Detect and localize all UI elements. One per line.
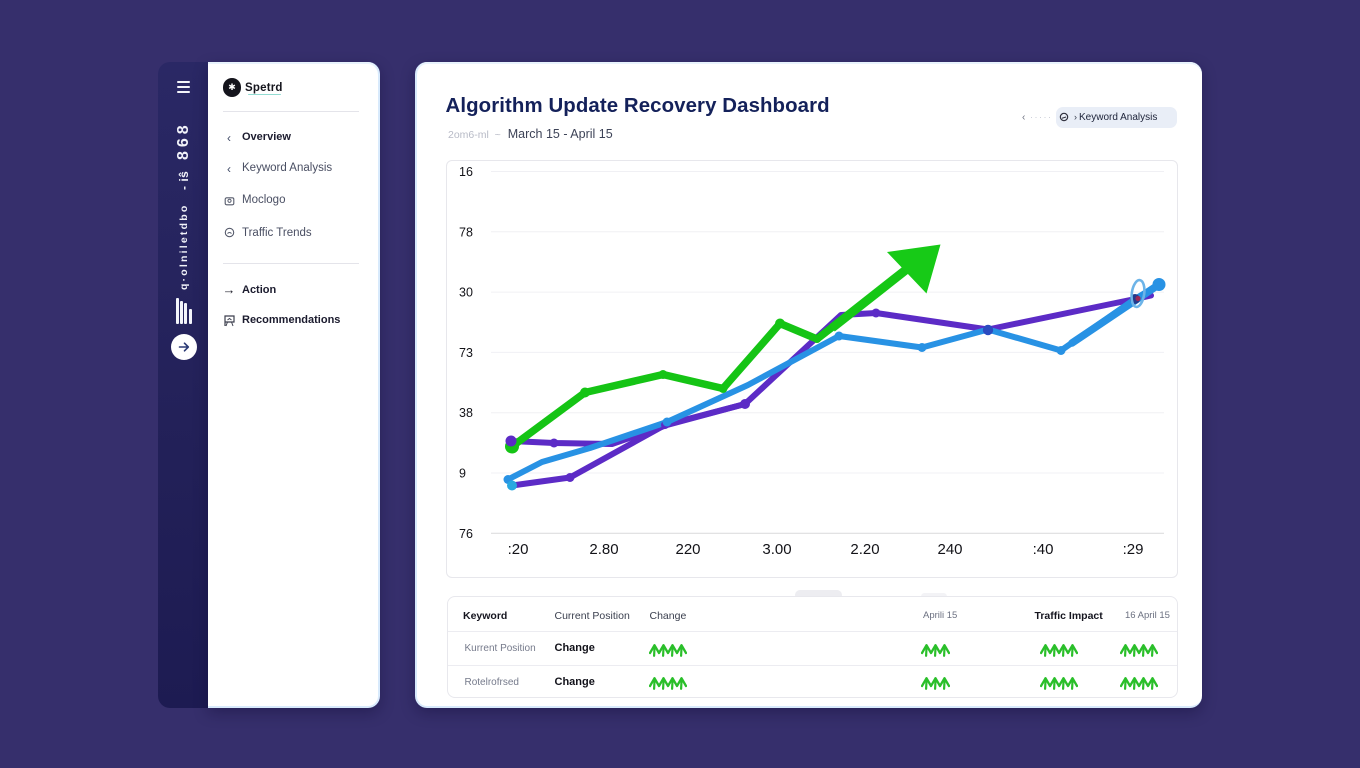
svg-text:240: 240 [937, 541, 962, 558]
svg-text::29: :29 [1123, 541, 1144, 558]
svg-text:3.00: 3.00 [762, 541, 791, 558]
svg-text:76: 76 [459, 526, 473, 540]
svg-text:9: 9 [459, 466, 466, 480]
svg-text:78: 78 [459, 225, 473, 239]
svg-text::40: :40 [1033, 541, 1054, 558]
svg-text:30: 30 [459, 285, 473, 299]
svg-text:220: 220 [675, 541, 700, 558]
svg-text:2.80: 2.80 [589, 541, 618, 558]
svg-text:38: 38 [459, 406, 473, 420]
svg-text:2.20: 2.20 [850, 541, 879, 558]
svg-text:16: 16 [459, 165, 473, 179]
svg-text:73: 73 [459, 345, 473, 359]
svg-text::20: :20 [508, 541, 529, 558]
